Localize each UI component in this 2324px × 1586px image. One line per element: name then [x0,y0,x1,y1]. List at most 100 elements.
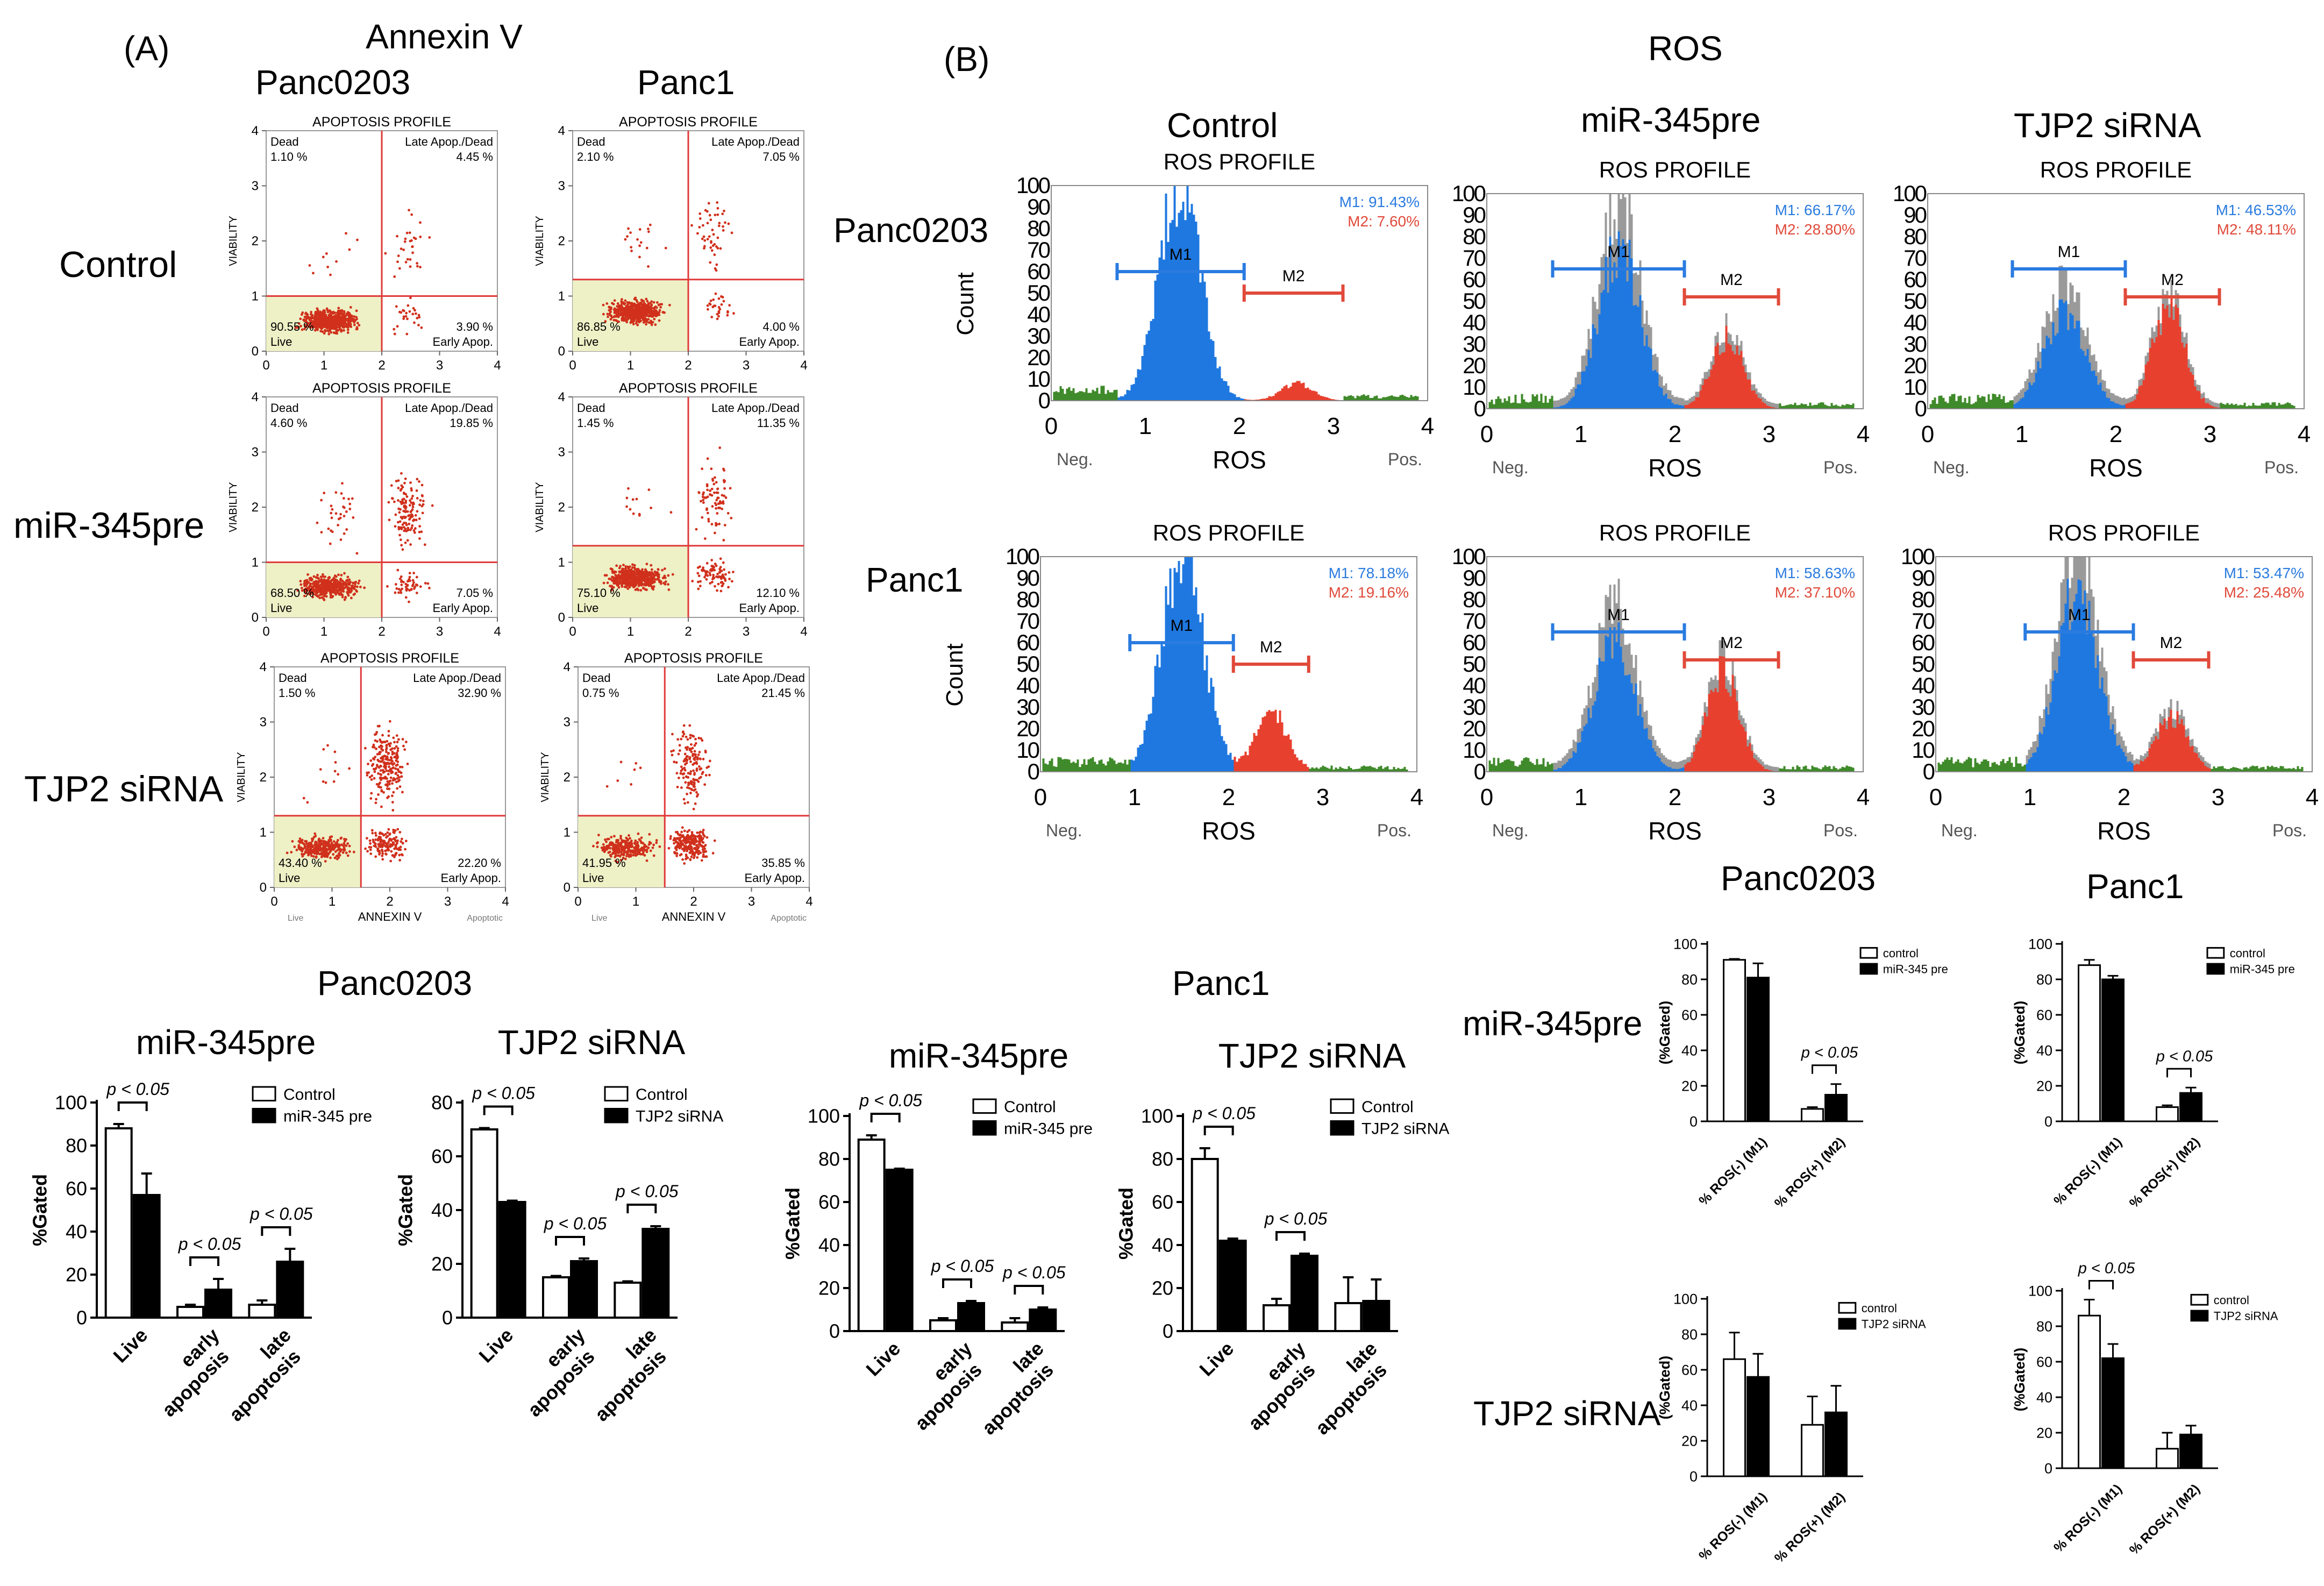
data-point [691,580,694,582]
data-point [639,581,643,584]
data-point [339,513,342,516]
data-point [380,760,383,763]
data-point [337,773,340,776]
data-point [651,846,654,849]
data-point [378,832,381,835]
data-point [680,769,683,772]
data-point [716,487,719,490]
data-point [723,568,726,571]
data-point [313,329,317,332]
data-point [388,770,390,773]
data-point [642,583,645,586]
data-point [668,303,671,307]
data-point [313,832,317,835]
data-point [411,503,415,506]
data-point [395,734,398,737]
data-point [415,575,418,579]
data-point [384,777,388,780]
data-point [419,221,422,224]
data-point [714,214,717,217]
data-point [418,537,421,540]
data-point [321,318,324,322]
data-point [707,202,710,205]
apop-row-mir345: miR-345pre [13,505,204,546]
data-point [711,244,715,247]
x-tick-label: 4 [494,358,501,373]
data-point [697,843,701,846]
data-point [721,580,724,584]
histogram-bin [1568,401,1571,409]
histogram-bin [1234,394,1236,401]
y-tick-label: 4 [558,390,565,404]
data-point [320,325,323,328]
data-point [683,763,687,766]
data-point [401,587,403,591]
data-point [690,780,694,784]
histogram-bin [1691,402,1693,409]
data-point [387,773,390,776]
data-point [638,514,641,517]
histogram-bin [1124,394,1127,401]
data-point [622,301,625,304]
histogram-bin [1574,388,1577,409]
data-point [428,587,431,589]
data-point [316,521,319,524]
data-point [655,306,658,309]
late-label: Late Apop./Dead [413,671,501,685]
data-point [352,850,355,854]
data-point [397,528,401,531]
data-point [358,579,361,582]
data-point [695,844,698,847]
data-point [669,511,673,514]
data-point [333,582,336,586]
live-label: Live [582,871,604,885]
data-point [664,246,667,250]
data-point [712,482,716,486]
data-point [339,578,342,581]
data-point [688,829,691,832]
data-point [718,308,722,311]
histogram-bin [1708,376,1710,409]
histogram-bin [1320,395,1322,401]
data-point [682,724,686,727]
data-point [370,792,373,795]
histogram-bin [1281,388,1284,401]
early-label: Early Apop. [739,601,800,615]
histogram-bin [1714,346,1717,409]
data-point [690,224,693,227]
y-tick-label: 50 [1027,280,1050,305]
data-point [693,783,696,786]
data-point [398,785,402,788]
data-point [612,850,616,853]
data-point [714,292,717,295]
data-point [374,855,377,858]
data-point [652,301,655,304]
data-point [313,314,317,317]
data-point [391,782,394,785]
data-point [650,322,653,324]
histogram-bin [1585,366,1588,409]
data-point [636,323,639,326]
data-point [702,855,705,858]
data-point [376,849,380,852]
histogram-bin [1165,193,1167,401]
data-point [343,506,346,509]
data-point [625,836,628,840]
data-point [606,837,609,841]
data-point [395,751,398,755]
data-point [404,261,408,264]
data-point [606,581,609,585]
data-point [397,499,400,502]
x-tick-label: 2 [378,358,385,373]
data-point [404,541,407,544]
data-point [703,847,707,850]
data-point [647,843,651,846]
data-point [337,307,340,310]
histogram-bin [1313,390,1316,401]
histogram-bin [2009,400,2012,409]
data-point [326,589,330,592]
data-point [632,586,635,588]
apoptosis-plot-title: APOPTOSIS PROFILE [312,115,451,130]
data-point [722,467,725,471]
